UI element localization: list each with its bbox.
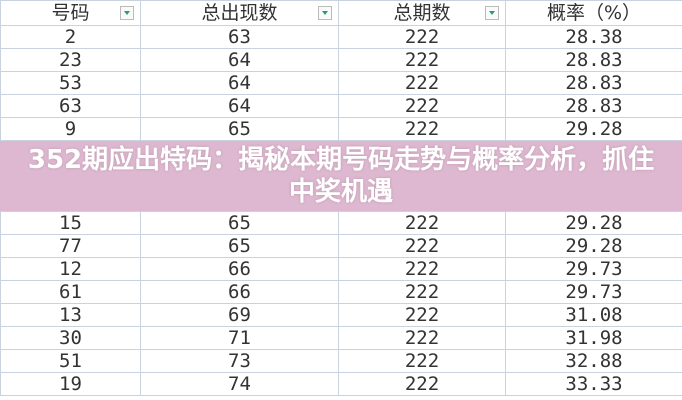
table-cell[interactable]: 64 [140, 94, 339, 118]
table-cell[interactable]: 51 [0, 349, 141, 373]
table-cell[interactable]: 222 [338, 372, 506, 396]
table-cell[interactable]: 65 [140, 117, 339, 141]
table-cell[interactable]: 73 [140, 349, 339, 373]
table-cell[interactable]: 222 [338, 71, 506, 95]
column-header-label: 总期数 [393, 2, 451, 24]
table-cell[interactable]: 28.83 [505, 71, 682, 95]
table-cell[interactable]: 29.73 [505, 280, 682, 304]
table-cell[interactable]: 222 [338, 94, 506, 118]
column-header: 号码 [0, 0, 141, 26]
title-overlay-band: 352期应出特码：揭秘本期号码走势与概率分析，抓住中奖机遇 [0, 141, 682, 211]
header-row: 号码 总出现数 总期数 概率（%） [0, 0, 682, 26]
column-header: 总期数 [338, 0, 506, 26]
table-cell[interactable]: 222 [338, 117, 506, 141]
table-cell[interactable]: 222 [338, 257, 506, 281]
filter-dropdown-icon[interactable] [485, 6, 499, 20]
table-cell[interactable]: 13 [0, 303, 141, 327]
table-cell[interactable]: 2 [0, 25, 141, 49]
table-cell[interactable]: 61 [0, 280, 141, 304]
column-header: 概率（%） [505, 0, 682, 26]
column-header: 总出现数 [140, 0, 339, 26]
table-row: 63 64 222 28.83 [0, 94, 682, 118]
table-cell[interactable]: 69 [140, 303, 339, 327]
table-cell[interactable]: 77 [0, 234, 141, 258]
table-cell[interactable]: 29.28 [505, 117, 682, 141]
table-cell[interactable]: 222 [338, 48, 506, 72]
table-cell[interactable]: 29.28 [505, 234, 682, 258]
filter-dropdown-icon[interactable] [120, 6, 134, 20]
table-cell[interactable]: 65 [140, 211, 339, 235]
table-cell[interactable]: 12 [0, 257, 141, 281]
table-row: 51 73 222 32.88 [0, 349, 682, 373]
table-cell[interactable]: 28.83 [505, 48, 682, 72]
table-cell[interactable]: 29.28 [505, 211, 682, 235]
table-cell[interactable]: 19 [0, 372, 141, 396]
table-cell[interactable]: 64 [140, 48, 339, 72]
table-cell[interactable]: 9 [0, 117, 141, 141]
overlay-title: 352期应出特码：揭秘本期号码走势与概率分析，抓住中奖机遇 [27, 145, 655, 207]
table-cell[interactable]: 29.73 [505, 257, 682, 281]
data-table-bottom: 15 65 222 29.28 77 65 222 29.28 12 66 222 29.73 61 66… [0, 211, 682, 396]
column-header-label: 总出现数 [201, 2, 278, 24]
table-row: 53 64 222 28.83 [0, 71, 682, 95]
table-cell[interactable]: 65 [140, 234, 339, 258]
table-cell[interactable]: 66 [140, 257, 339, 281]
table-cell[interactable]: 71 [140, 326, 339, 350]
table-cell[interactable]: 222 [338, 234, 506, 258]
table-cell[interactable]: 53 [0, 71, 141, 95]
data-table-top: 号码 总出现数 总期数 概率（%） 2 63 222 28.38 23 64 222 28.83 53… [0, 0, 682, 141]
table-cell[interactable]: 222 [338, 303, 506, 327]
table-cell[interactable]: 222 [338, 349, 506, 373]
table-cell[interactable]: 222 [338, 211, 506, 235]
table-row: 15 65 222 29.28 [0, 211, 682, 235]
table-cell[interactable]: 28.83 [505, 94, 682, 118]
filter-dropdown-icon[interactable] [318, 6, 332, 20]
table-row: 77 65 222 29.28 [0, 234, 682, 258]
column-header-label: 号码 [51, 2, 90, 24]
column-header-label: 概率（%） [546, 2, 642, 24]
table-row: 61 66 222 29.73 [0, 280, 682, 304]
table-cell[interactable]: 31.98 [505, 326, 682, 350]
table-cell[interactable]: 33.33 [505, 372, 682, 396]
table-row: 19 74 222 33.33 [0, 372, 682, 396]
table-row: 30 71 222 31.98 [0, 326, 682, 350]
table-cell[interactable]: 222 [338, 326, 506, 350]
table-cell[interactable]: 23 [0, 48, 141, 72]
table-cell[interactable]: 222 [338, 25, 506, 49]
table-cell[interactable]: 15 [0, 211, 141, 235]
table-row: 2 63 222 28.38 [0, 25, 682, 49]
table-cell[interactable]: 31.08 [505, 303, 682, 327]
table-row: 9 65 222 29.28 [0, 117, 682, 141]
table-cell[interactable]: 63 [140, 25, 339, 49]
table-cell[interactable]: 222 [338, 280, 506, 304]
table-cell[interactable]: 63 [0, 94, 141, 118]
table-row: 23 64 222 28.83 [0, 48, 682, 72]
table-cell[interactable]: 30 [0, 326, 141, 350]
table-cell[interactable]: 66 [140, 280, 339, 304]
table-cell[interactable]: 28.38 [505, 25, 682, 49]
table-cell[interactable]: 74 [140, 372, 339, 396]
table-cell[interactable]: 64 [140, 71, 339, 95]
table-cell[interactable]: 32.88 [505, 349, 682, 373]
table-row: 12 66 222 29.73 [0, 257, 682, 281]
table-row: 13 69 222 31.08 [0, 303, 682, 327]
